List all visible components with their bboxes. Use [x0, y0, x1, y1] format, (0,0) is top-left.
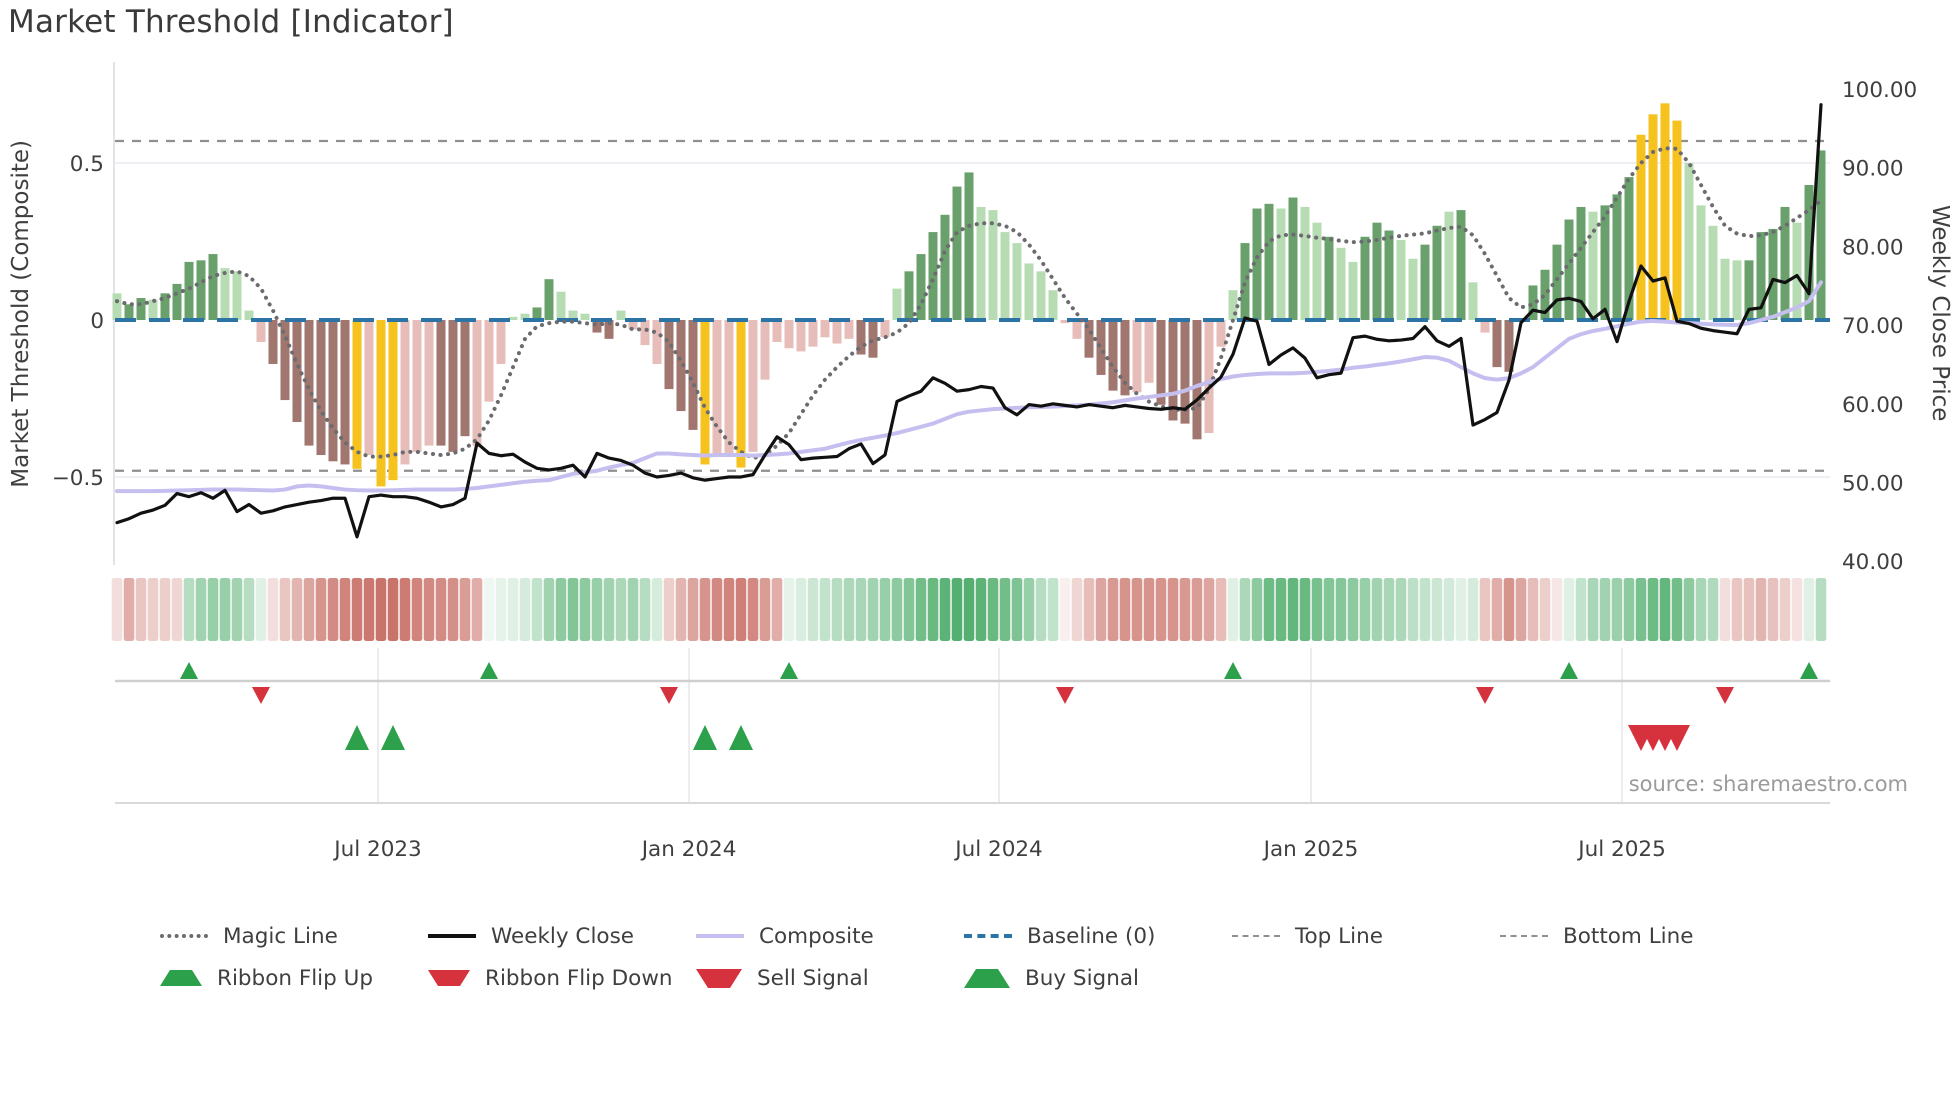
- svg-text:Jul 2024: Jul 2024: [953, 837, 1043, 862]
- legend-row-lines: Magic Line Weekly Close Composite Baseline …: [160, 920, 1880, 952]
- legend-label: Magic Line: [223, 923, 338, 949]
- legend-label: Buy Signal: [1025, 965, 1139, 991]
- svg-text:Jul 2023: Jul 2023: [332, 837, 422, 862]
- ribbon-heatmap: [111, 578, 1827, 641]
- legend-item-magic-line: Magic Line: [160, 920, 428, 952]
- ribbon-flip-down-markers: [252, 687, 1734, 704]
- legend-item-buy-signal: Buy Signal: [964, 962, 1232, 994]
- svg-text:90.00: 90.00: [1842, 157, 1904, 182]
- base-legend-icon: [964, 934, 1012, 938]
- svg-text:80.00: 80.00: [1842, 235, 1904, 260]
- legend-item-ribbon-flip-down: Ribbon Flip Down: [428, 962, 696, 994]
- guide-legend-icon: [1500, 935, 1548, 937]
- legend-label: Ribbon Flip Down: [485, 965, 673, 991]
- buy-signal-markers: [345, 725, 753, 750]
- close-legend-icon: [428, 934, 476, 938]
- legend-item-baseline-0-: Baseline (0): [964, 920, 1232, 952]
- svg-text:Jan 2024: Jan 2024: [640, 837, 737, 862]
- legend-label: Ribbon Flip Up: [217, 965, 374, 991]
- legend-item-sell-signal: Sell Signal: [696, 962, 964, 994]
- legend-item-bottom-line: Bottom Line: [1500, 920, 1768, 952]
- svg-text:40.00: 40.00: [1842, 550, 1904, 575]
- legend-label: Sell Signal: [757, 965, 869, 991]
- magic-legend-icon: [160, 934, 208, 938]
- guide-legend-icon: [1232, 935, 1280, 937]
- svg-text:0: 0: [90, 309, 104, 334]
- sell-signal-markers: [1628, 725, 1690, 751]
- legend-item-weekly-close: Weekly Close: [428, 920, 696, 952]
- svg-text:Jan 2025: Jan 2025: [1262, 837, 1359, 862]
- ribbon-flip-up-markers: [180, 662, 1818, 679]
- svg-text:0.5: 0.5: [70, 152, 104, 177]
- histogram-bars: [112, 103, 1826, 487]
- svg-text:60.00: 60.00: [1842, 393, 1904, 418]
- guide-lines: [115, 139, 1830, 472]
- down-legend-icon: [428, 970, 470, 986]
- magic-line: [115, 146, 1823, 461]
- legend-item-ribbon-flip-up: Ribbon Flip Up: [160, 962, 428, 994]
- legend-row-markers: Ribbon Flip Up Ribbon Flip Down Sell Signa…: [160, 962, 1880, 994]
- sell-legend-icon: [696, 968, 742, 988]
- legend-label: Baseline (0): [1027, 923, 1156, 949]
- svg-text:−0.5: −0.5: [52, 466, 104, 491]
- svg-text:100.00: 100.00: [1842, 78, 1917, 103]
- source-caption: source: sharemaestro.com: [1628, 772, 1908, 796]
- legend-label: Weekly Close: [491, 923, 635, 949]
- right-axis-ticks: 100.00 90.00 80.00 70.00 60.00 50.00 40.00: [1842, 78, 1917, 575]
- left-axis-ticks: 0.5 0 −0.5: [52, 152, 104, 491]
- svg-text:50.00: 50.00: [1842, 472, 1904, 497]
- legend-label: Composite: [759, 923, 874, 949]
- legend-label: Top Line: [1295, 923, 1383, 949]
- legend: Magic Line Weekly Close Composite Baseline …: [160, 920, 1880, 1004]
- left-axis-label-wrap: Market Threshold (Composite): [4, 62, 38, 565]
- composite-line: [115, 280, 1823, 494]
- weekly-close-line: [115, 103, 1823, 539]
- plot-gridlines: [113, 62, 1830, 804]
- up-legend-icon: [160, 970, 202, 986]
- legend-item-composite: Composite: [696, 920, 964, 952]
- right-axis-label: Weekly Close Price: [1927, 205, 1953, 422]
- right-axis-label-wrap: Weekly Close Price: [1922, 62, 1958, 565]
- comp-legend-icon: [696, 934, 744, 938]
- page-title: Market Threshold [Indicator]: [8, 4, 454, 40]
- svg-text:70.00: 70.00: [1842, 314, 1904, 339]
- x-axis-ticks: Jul 2023 Jan 2024 Jul 2024 Jan 2025 Jul 2025: [332, 837, 1666, 862]
- buy-legend-icon: [964, 968, 1010, 988]
- legend-label: Bottom Line: [1563, 923, 1694, 949]
- svg-text:Jul 2025: Jul 2025: [1576, 837, 1666, 862]
- left-axis-label: Market Threshold (Composite): [8, 139, 34, 488]
- legend-item-top-line: Top Line: [1232, 920, 1500, 952]
